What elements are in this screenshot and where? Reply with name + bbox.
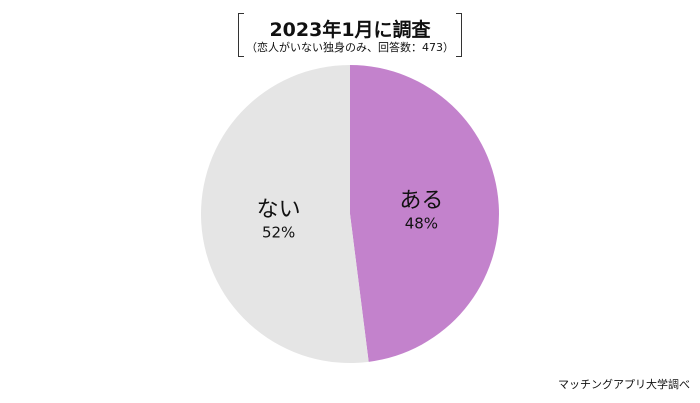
slice-percent-label: 52% <box>262 223 295 241</box>
source-note: マッチングアプリ大学調べ <box>558 378 690 391</box>
slice-percent-label: 48% <box>405 215 438 233</box>
slice-label: ない <box>257 197 301 222</box>
left-bracket <box>238 13 244 57</box>
title-box: 2023年1月に調査 （恋人がいない独身のみ、回答数：473） <box>238 13 462 57</box>
right-bracket <box>456 13 462 57</box>
slice-label: ある <box>399 189 443 214</box>
chart-title: 2023年1月に調査 <box>269 19 431 41</box>
chart-subtitle: （恋人がいない独身のみ、回答数：473） <box>246 41 454 54</box>
pie-slice-0 <box>350 65 500 362</box>
pie-slice-1 <box>201 65 369 363</box>
